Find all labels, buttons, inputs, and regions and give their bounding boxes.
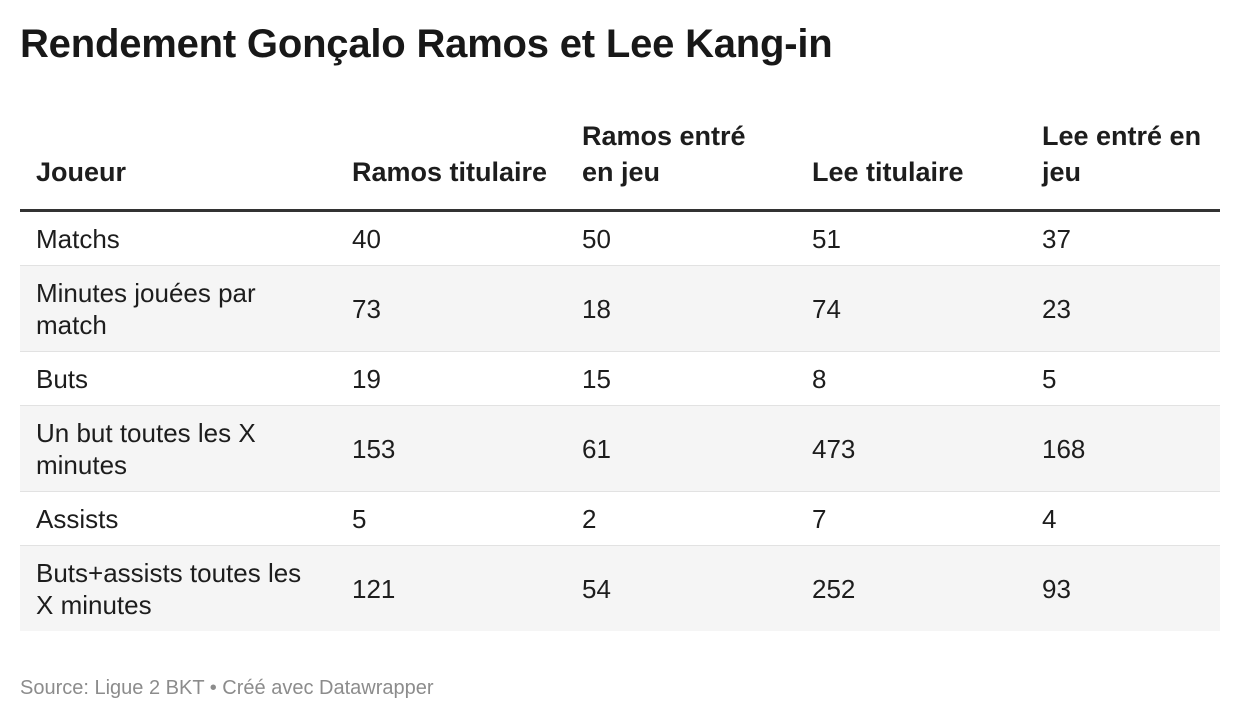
table-cell: 121 <box>336 545 566 631</box>
table-row-matchs: Matchs 40 50 51 37 <box>20 210 1220 266</box>
row-label: Un but toutes les X minutes <box>20 405 336 492</box>
column-header-lee-titulaire: Lee titulaire <box>796 118 1026 212</box>
stats-table: Joueur Ramos titulaire Ramos entré en je… <box>20 118 1220 631</box>
table-cell: 153 <box>336 405 566 492</box>
row-label: Matchs <box>20 210 336 266</box>
table-cell: 54 <box>566 545 796 631</box>
table-cell: 7 <box>796 491 1026 546</box>
table-cell: 5 <box>1026 351 1220 406</box>
row-label: Assists <box>20 491 336 546</box>
column-header-joueur: Joueur <box>20 118 336 212</box>
table-cell: 168 <box>1026 405 1220 492</box>
table-cell: 23 <box>1026 265 1220 352</box>
table-row-buts-assists: Buts+assists toutes les X minutes 121 54… <box>20 545 1220 631</box>
column-header-lee-entre-en-jeu: Lee entré en jeu <box>1026 118 1220 212</box>
chart-title: Rendement Gonçalo Ramos et Lee Kang-in <box>20 22 833 66</box>
table-cell: 8 <box>796 351 1026 406</box>
table-cell: 51 <box>796 210 1026 266</box>
table-cell: 61 <box>566 405 796 492</box>
table-row-but-toutes-les-x-minutes: Un but toutes les X minutes 153 61 473 1… <box>20 405 1220 492</box>
table-row-buts: Buts 19 15 8 5 <box>20 351 1220 406</box>
row-label: Buts+assists toutes les X minutes <box>20 545 336 631</box>
table-cell: 19 <box>336 351 566 406</box>
table-cell: 37 <box>1026 210 1220 266</box>
table-row-assists: Assists 5 2 7 4 <box>20 491 1220 546</box>
table-row-minutes-jouees: Minutes jouées par match 73 18 74 23 <box>20 265 1220 352</box>
column-header-ramos-titulaire: Ramos titulaire <box>336 118 566 212</box>
table-cell: 93 <box>1026 545 1220 631</box>
table-cell: 74 <box>796 265 1026 352</box>
table-cell: 4 <box>1026 491 1220 546</box>
table-cell: 15 <box>566 351 796 406</box>
table-cell: 2 <box>566 491 796 546</box>
source-note: Source: Ligue 2 BKT • Créé avec Datawrap… <box>20 677 434 699</box>
table-cell: 73 <box>336 265 566 352</box>
table-cell: 5 <box>336 491 566 546</box>
row-label: Minutes jouées par match <box>20 265 336 352</box>
table-cell: 50 <box>566 210 796 266</box>
table-cell: 40 <box>336 210 566 266</box>
table-cell: 18 <box>566 265 796 352</box>
table-header-row: Joueur Ramos titulaire Ramos entré en je… <box>20 118 1220 212</box>
table-cell: 252 <box>796 545 1026 631</box>
table-cell: 473 <box>796 405 1026 492</box>
column-header-ramos-entre-en-jeu: Ramos entré en jeu <box>566 118 796 212</box>
row-label: Buts <box>20 351 336 406</box>
